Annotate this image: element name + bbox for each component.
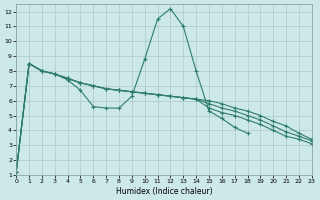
X-axis label: Humidex (Indice chaleur): Humidex (Indice chaleur) [116, 187, 212, 196]
